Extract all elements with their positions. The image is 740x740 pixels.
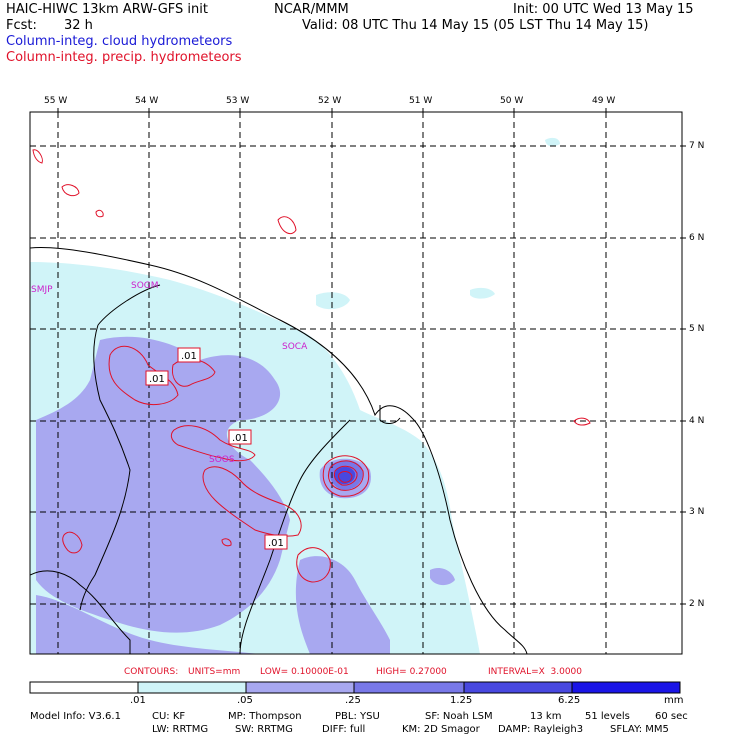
cbar-unit: mm bbox=[664, 695, 684, 706]
footer-damp: DAMP: Rayleigh3 bbox=[498, 724, 584, 735]
coastline bbox=[30, 247, 528, 654]
lat-label-3n: 3 N bbox=[689, 507, 705, 517]
field-cloud-label: Column-integ. cloud hydrometeors bbox=[6, 34, 233, 49]
cbar-tick-5: 6.25 bbox=[558, 695, 581, 706]
footer-timestep: 60 sec bbox=[655, 711, 688, 722]
colorbar bbox=[29, 681, 681, 694]
field-precip-label: Column-integ. precip. hydrometeors bbox=[6, 50, 242, 65]
footer-lw: LW: RRTMG bbox=[152, 724, 209, 735]
contour-label-2: .01 bbox=[149, 374, 165, 385]
org-label: NCAR/MMM bbox=[274, 2, 349, 17]
lon-label-53w: 53 W bbox=[226, 96, 250, 106]
footer-sf: SF: Noah LSM bbox=[425, 711, 493, 722]
footer-model-info: Model Info: V3.6.1 bbox=[30, 711, 121, 722]
footer-sw: SW: RRTMG bbox=[235, 724, 293, 735]
footer-levels: 51 levels bbox=[585, 711, 630, 722]
lon-label-49w: 49 W bbox=[592, 96, 616, 106]
lat-label-4n: 4 N bbox=[689, 416, 705, 426]
footer-mp: MP: Thompson bbox=[228, 711, 302, 722]
lat-label-7n: 7 N bbox=[689, 141, 705, 151]
footer-km: KM: 2D Smagor bbox=[402, 724, 480, 735]
precip-contours bbox=[32, 149, 591, 583]
contours-high: HIGH= 0.27000 bbox=[376, 667, 447, 677]
lon-label-51w: 51 W bbox=[409, 96, 433, 106]
lon-label-52w: 52 W bbox=[318, 96, 342, 106]
contours-label: CONTOURS: bbox=[124, 667, 179, 677]
fcst-value: 32 h bbox=[64, 18, 93, 33]
footer-res: 13 km bbox=[530, 711, 562, 722]
station-smjp: SMJP bbox=[31, 285, 53, 295]
latlon-grid bbox=[30, 112, 682, 654]
cbar-tick-4: 1.25 bbox=[450, 695, 473, 706]
contour-label-4: .01 bbox=[268, 538, 284, 549]
lon-label-55w: 55 W bbox=[44, 96, 68, 106]
contour-label-boxes bbox=[145, 347, 288, 550]
contours-low: LOW= 0.10000E-01 bbox=[260, 667, 349, 677]
footer-cu: CU: KF bbox=[152, 711, 186, 722]
frame-ticks bbox=[57, 108, 686, 605]
station-sogm: SOGM bbox=[131, 281, 159, 291]
station-soos: SOOS bbox=[209, 455, 235, 465]
station-soca: SOCA bbox=[282, 342, 308, 352]
footer-sflay: SFLAY: MM5 bbox=[610, 724, 669, 735]
lon-label-54w: 54 W bbox=[135, 96, 159, 106]
model-title: HAIC-HIWC 13km ARW-GFS init bbox=[6, 2, 208, 17]
fcst-label: Fcst: bbox=[6, 18, 37, 33]
contour-label-1: .01 bbox=[181, 351, 197, 362]
lat-label-6n: 6 N bbox=[689, 233, 705, 243]
footer-pbl: PBL: YSU bbox=[335, 711, 380, 722]
cbar-tick-2: .05 bbox=[237, 695, 253, 706]
cbar-tick-1: .01 bbox=[130, 695, 146, 706]
contours-units: UNITS=mm bbox=[188, 667, 241, 677]
init-time: Init: 00 UTC Wed 13 May 15 bbox=[513, 2, 694, 17]
cbar-tick-3: .25 bbox=[345, 695, 361, 706]
map-frame bbox=[29, 111, 683, 655]
lat-label-5n: 5 N bbox=[689, 324, 705, 334]
footer-diff: DIFF: full bbox=[322, 724, 366, 735]
contours-interval: INTERVAL=X 3.0000 bbox=[488, 667, 583, 677]
lat-label-2n: 2 N bbox=[689, 599, 705, 609]
lon-label-50w: 50 W bbox=[500, 96, 524, 106]
contour-label-3: .01 bbox=[232, 433, 248, 444]
valid-time: Valid: 08 UTC Thu 14 May 15 (05 LST Thu … bbox=[302, 18, 649, 33]
